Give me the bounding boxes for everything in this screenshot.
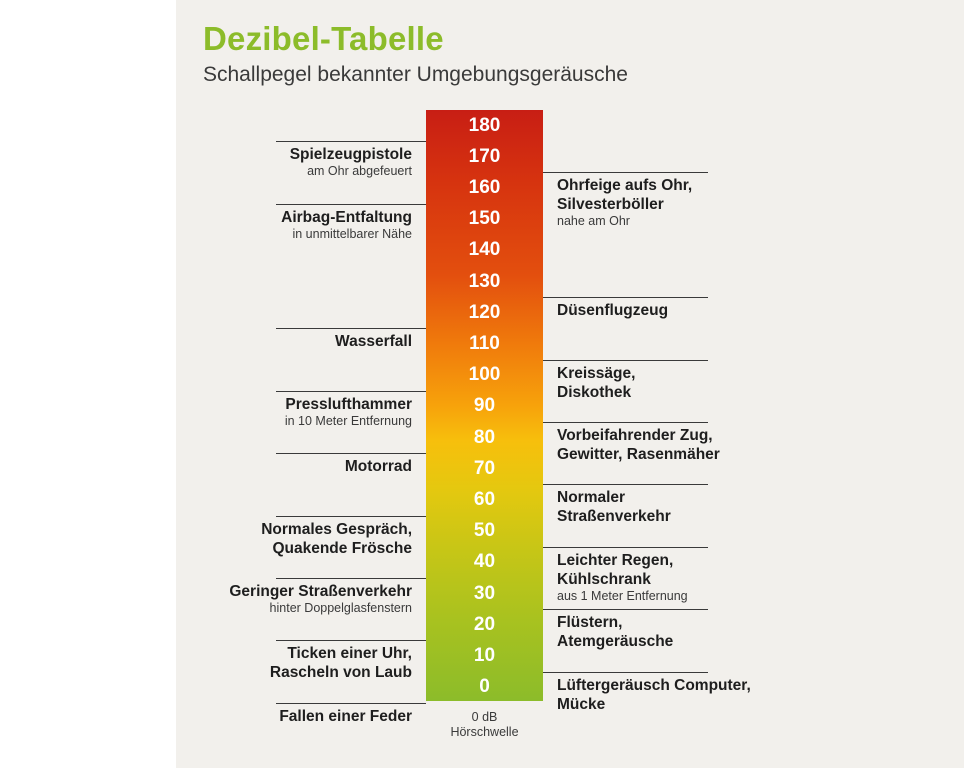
left-annotation-7: Ticken einer Uhr, Rascheln von Laub bbox=[270, 644, 412, 682]
right-annotation-3-line-0: Vorbeifahrender Zug, bbox=[557, 427, 713, 444]
right-annotation-1: Düsenflugzeug bbox=[557, 301, 668, 320]
left-annotation-8: Fallen einer Feder bbox=[279, 707, 412, 726]
left-annotation-4: Motorrad bbox=[345, 457, 412, 476]
right-annotation-7-line-0: Lüftergeräusch Computer, bbox=[557, 676, 751, 694]
left-annotation-1-line-0: Airbag-Entfaltung bbox=[281, 208, 412, 226]
scale-tick-80: 80 bbox=[473, 426, 496, 448]
left-annotation-7-line-0: Ticken einer Uhr, bbox=[287, 645, 412, 663]
right-annotation-2: Kreissäge, Diskothek bbox=[557, 364, 635, 402]
right-annotation-4-line-1: Straßenverkehr bbox=[557, 508, 671, 526]
right-annotation-3-line-1: Gewitter, Rasenmäher bbox=[557, 446, 720, 463]
right-annotation-3: Vorbeifahrender Zug, Gewitter, Rasenmäher bbox=[557, 426, 720, 464]
right-annotation-7: Lüftergeräusch Computer, Mücke bbox=[557, 676, 751, 714]
left-rule-5 bbox=[276, 515, 426, 517]
scale-tick-110: 110 bbox=[469, 333, 500, 354]
right-annotation-2-line-1: Diskothek bbox=[557, 383, 632, 401]
right-rule-2 bbox=[543, 359, 708, 361]
scale-tick-150: 150 bbox=[468, 208, 501, 230]
left-rule-0 bbox=[276, 141, 426, 143]
chart-subtitle: Schallpegel bekannter Umgebungsgeräusche bbox=[203, 63, 628, 86]
right-annotation-0-line-1: Silvesterböller bbox=[557, 196, 664, 214]
right-rule-6 bbox=[543, 609, 708, 611]
left-annotation-5-line-0: Normales Gespräch, bbox=[261, 520, 412, 538]
left-rule-3 bbox=[276, 390, 426, 392]
left-rule-2 bbox=[276, 328, 426, 330]
left-annotation-4-line-0: Motorrad bbox=[344, 458, 412, 476]
scale-tick-60: 60 bbox=[473, 489, 496, 510]
left-annotation-1-note: in unmittelbarer Nähe bbox=[292, 226, 412, 241]
right-annotation-1-line-0: Düsenflugzeug bbox=[557, 302, 669, 320]
left-annotation-2: Wasserfall bbox=[335, 332, 412, 351]
scale-tick-10: 10 bbox=[473, 645, 496, 666]
right-annotation-4: Normaler Straßenverkehr bbox=[557, 488, 671, 526]
left-annotation-2-line-0: Wasserfall bbox=[335, 333, 412, 351]
scale-tick-140: 140 bbox=[468, 239, 501, 261]
left-annotation-3-line-0: Presslufthammer bbox=[285, 395, 412, 413]
right-annotation-2-line-0: Kreissäge, bbox=[557, 364, 636, 382]
left-rule-6 bbox=[276, 578, 426, 579]
scale-tick-90: 90 bbox=[473, 395, 496, 417]
scale-tick-130: 130 bbox=[468, 270, 501, 292]
decibel-scale-bar: 180 170 160 150 140 130 120 110 100 90 80 70 60 50 40 3… bbox=[426, 110, 543, 701]
right-annotation-7-line-1: Mücke bbox=[557, 695, 606, 713]
right-rule-1 bbox=[543, 297, 708, 299]
scale-tick-180: 180 bbox=[468, 114, 501, 136]
right-annotation-6-line-0: Flüstern, bbox=[557, 614, 623, 632]
right-annotation-0-line-0: Ohrfeige aufs Ohr, bbox=[557, 177, 693, 195]
scale-tick-100: 100 bbox=[468, 364, 501, 386]
left-annotation-1: Airbag-Entfaltung in unmittelbarer Nähe bbox=[281, 208, 412, 242]
left-annotation-6-note: hinter Doppelglasfenstern bbox=[269, 601, 412, 615]
right-rule-5 bbox=[543, 546, 708, 548]
left-annotation-8-line-0: Fallen einer Feder bbox=[279, 707, 412, 725]
left-rule-8 bbox=[276, 702, 426, 704]
scale-tick-70: 70 bbox=[473, 457, 496, 479]
right-annotation-5-line-1: Kühlschrank bbox=[557, 570, 651, 588]
left-rule-7 bbox=[276, 640, 426, 642]
chart-title: Dezibel-Tabelle bbox=[203, 20, 444, 57]
right-annotation-6-line-1: Atemgeräusche bbox=[557, 633, 674, 651]
right-annotation-0: Ohrfeige aufs Ohr, Silvesterböller nahe am… bbox=[557, 176, 692, 229]
left-rule-4 bbox=[276, 453, 426, 455]
scale-tick-160: 160 bbox=[468, 177, 501, 198]
left-annotation-0-note: am Ohr abgefeuert bbox=[307, 164, 412, 179]
baseline-caption: Hörschwelle bbox=[450, 725, 519, 739]
left-annotation-5-line-1: Quakende Frösche bbox=[272, 539, 412, 557]
left-annotation-5: Normales Gespräch, Quakende Frösche bbox=[261, 520, 412, 558]
left-annotation-6-line-0: Geringer Straßenverkehr bbox=[229, 583, 412, 600]
right-rule-0 bbox=[543, 172, 708, 174]
baseline-value: 0 dB bbox=[471, 710, 498, 724]
right-annotation-4-line-0: Normaler bbox=[557, 489, 626, 507]
scale-tick-0: 0 bbox=[479, 676, 490, 698]
right-rule-4 bbox=[543, 484, 708, 486]
left-rule-1 bbox=[276, 203, 426, 205]
left-annotation-3-note: in 10 Meter Entfernung bbox=[284, 413, 412, 428]
scale-tick-120: 120 bbox=[468, 301, 501, 323]
left-annotation-3: Presslufthammer in 10 Meter Entfernung bbox=[285, 395, 412, 429]
right-annotation-5: Leichter Regen, Kühlschrank aus 1 Meter En… bbox=[557, 551, 688, 604]
scale-tick-40: 40 bbox=[473, 551, 496, 573]
scale-tick-170: 170 bbox=[468, 145, 501, 167]
right-rule-7 bbox=[543, 671, 708, 673]
scale-tick-50: 50 bbox=[473, 520, 496, 542]
scale-tick-30: 30 bbox=[473, 582, 496, 604]
right-annotation-5-line-0: Leichter Regen, bbox=[557, 551, 674, 569]
left-annotation-7-line-1: Rascheln von Laub bbox=[269, 664, 412, 682]
left-annotation-6: Geringer Straßenverkehr hinter Doppelglas… bbox=[229, 582, 412, 616]
right-annotation-0-note: nahe am Ohr bbox=[557, 214, 630, 229]
right-rule-3 bbox=[543, 422, 708, 423]
left-annotation-0-line-0: Spielzeugpistole bbox=[289, 146, 412, 164]
right-annotation-6: Flüstern, Atemgeräusche bbox=[557, 613, 673, 651]
scale-tick-20: 20 bbox=[473, 613, 496, 635]
baseline-label: 0 dB Hörschwelle bbox=[426, 710, 543, 740]
right-annotation-5-note: aus 1 Meter Entfernung bbox=[557, 588, 688, 603]
left-annotation-0: Spielzeugpistole am Ohr abgefeuert bbox=[290, 145, 412, 179]
